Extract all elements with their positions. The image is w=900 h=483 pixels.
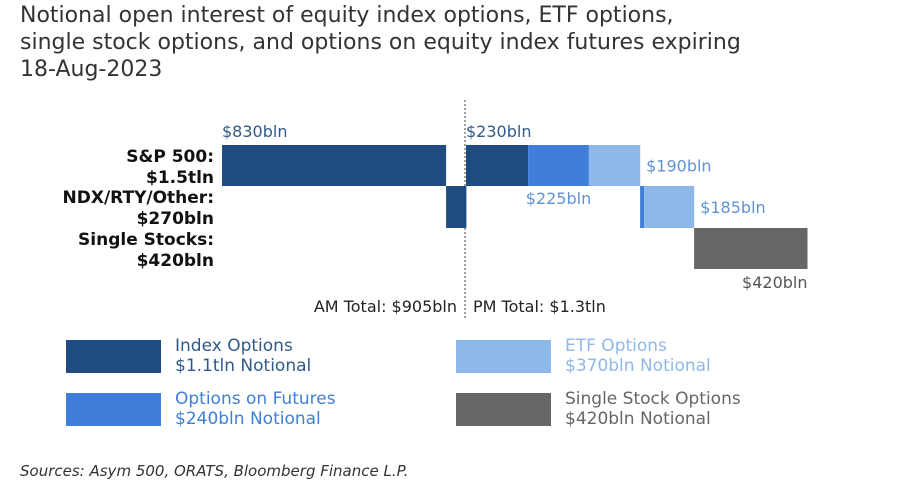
legend-name-index: Index Options <box>175 336 293 356</box>
legend-item-single: Single Stock Options $420bln Notional <box>456 389 741 429</box>
legend-text-single: Single Stock Options $420bln Notional <box>565 389 741 429</box>
title-line-1: Notional open interest of equity index o… <box>20 3 674 28</box>
legend-text-futures: Options on Futures $240bln Notional <box>175 389 336 429</box>
legend-name-etf: ETF Options <box>565 336 667 356</box>
chart-title: Notional open interest of equity index o… <box>20 2 880 83</box>
legend-swatch-etf <box>456 339 551 373</box>
legend-swatch-index <box>66 339 161 373</box>
legend-item-etf: ETF Options $370bln Notional <box>456 336 711 376</box>
legend-name-single: Single Stock Options <box>565 389 741 409</box>
title-line-2: single stock options, and options on equ… <box>20 30 741 55</box>
legend-swatch-futures <box>66 392 161 426</box>
row-label-1-line-0: NDX/RTY/Other: <box>63 188 215 208</box>
legend-sub-single: $420bln Notional <box>565 409 711 429</box>
legend-sub-index: $1.1tln Notional <box>175 356 312 376</box>
bar-label-3: $225bln <box>526 189 591 208</box>
row-label-0-line-0: S&P 500: <box>126 147 214 167</box>
legend-item-futures: Options on Futures $240bln Notional <box>66 389 336 429</box>
bar-pm-index-2 <box>466 145 529 186</box>
bar-pm-futures-5 <box>640 186 645 228</box>
legend-text-etf: ETF Options $370bln Notional <box>565 336 711 376</box>
bar-label-0: $830bln <box>222 122 287 141</box>
bar-value-labels: $830bln $230bln $225bln $190bln $185bln $420b… <box>222 122 808 292</box>
bar-pm-etf-6 <box>644 186 695 228</box>
legend-sub-etf: $370bln Notional <box>565 356 711 376</box>
legend-name-futures: Options on Futures <box>175 389 336 409</box>
waterfall-chart: S&P 500:$1.5tlnNDX/RTY/Other:$270blnSing… <box>63 100 808 318</box>
title-line-3: 18-Aug-2023 <box>20 57 163 82</box>
legend-swatch-single <box>456 392 551 426</box>
bar-label-2: $230bln <box>466 122 531 141</box>
bar-pm-single-7 <box>694 228 808 269</box>
bar-label-4: $190bln <box>646 157 711 176</box>
pm-total-label: PM Total: $1.3tln <box>473 297 606 316</box>
am-total-label: AM Total: $905bln <box>314 297 457 316</box>
bar-am-index-1 <box>446 186 467 228</box>
legend-text-index: Index Options $1.1tln Notional <box>175 336 311 376</box>
bar-label-6: $185bln <box>700 198 765 217</box>
bar-pm-etf-4 <box>588 145 641 186</box>
legend-sub-futures: $240bln Notional <box>175 409 321 429</box>
bar-am-index-0 <box>222 145 447 186</box>
bar-segments <box>222 145 808 269</box>
source-note: Sources: Asym 500, ORATS, Bloomberg Fina… <box>20 462 409 480</box>
row-labels: S&P 500:$1.5tlnNDX/RTY/Other:$270blnSing… <box>63 147 215 271</box>
row-label-2-line-1: $420bln <box>137 251 214 271</box>
bar-label-7: $420bln <box>742 273 807 292</box>
row-label-0-line-1: $1.5tln <box>146 168 214 188</box>
legend-item-index: Index Options $1.1tln Notional <box>66 336 311 376</box>
bar-pm-futures-3 <box>528 145 589 186</box>
row-label-2-line-0: Single Stocks: <box>78 230 214 250</box>
row-label-1-line-1: $270bln <box>137 209 214 229</box>
